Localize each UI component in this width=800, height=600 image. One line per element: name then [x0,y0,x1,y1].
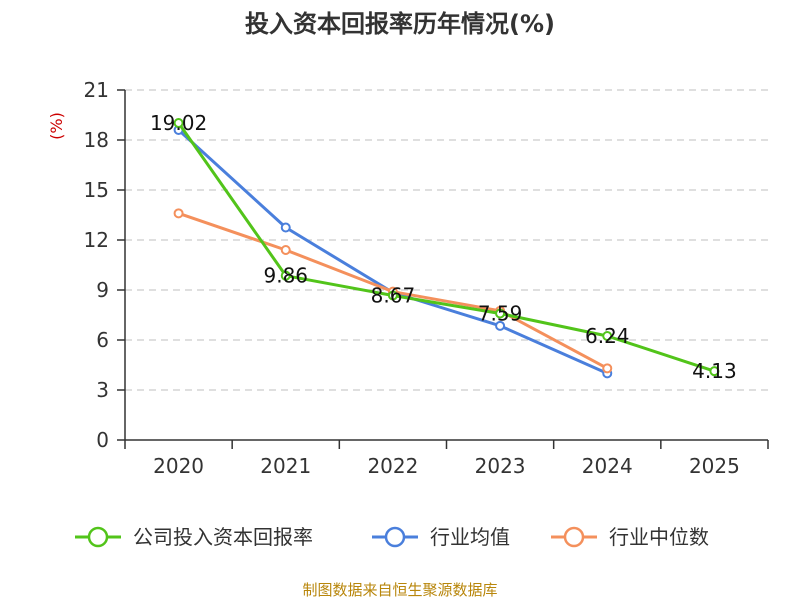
x-tick-label: 2020 [153,454,204,478]
y-tick-label: 3 [96,378,109,402]
legend-marker [563,526,585,548]
legend-label: 行业中位数 [609,525,709,549]
series-line-1 [177,128,608,375]
grid [125,89,768,391]
data-point[interactable] [280,222,291,233]
legend-marker [384,526,406,548]
data-point[interactable] [173,118,184,128]
data-label: 4.13 [692,359,737,383]
x-tick-label: 2024 [582,454,633,478]
legend-marker [87,526,109,548]
data-labels: 19.02 9.86 8.67 7.59 6.24 4.13 [150,111,737,383]
series-line-0 [177,122,715,373]
data-label: 19.02 [150,111,207,135]
y-tick-label: 18 [84,128,109,152]
data-point[interactable] [602,363,613,374]
source-note: 制图数据来自恒生聚源数据库 [302,581,497,599]
data-label: 9.86 [263,264,308,288]
chart-title: 投入资本回报率历年情况(%) [245,10,555,38]
legend-label: 行业均值 [430,525,510,549]
x-tick-label: 2025 [689,454,740,478]
y-tick-label: 12 [84,228,109,252]
data-label: 7.59 [478,302,523,326]
axes: 0 3 6 9 12 15 18 21 2020 2021 2022 2023 2024 2025 [84,78,769,478]
series [173,118,720,379]
data-point[interactable] [280,270,291,281]
legend: 公司投入资本回报率 行业均值 行业中位数 [75,525,709,549]
y-tick-label: 9 [96,278,109,302]
x-tick-label: 2022 [367,454,418,478]
y-axis-unit: (%) [47,112,66,140]
data-label: 8.67 [371,284,416,308]
data-point[interactable] [387,290,398,301]
data-point[interactable] [495,308,506,319]
legend-item-1[interactable]: 行业均值 [372,525,510,549]
legend-label: 公司投入资本回报率 [133,525,313,549]
y-tick-label: 0 [96,428,109,452]
data-point[interactable] [495,320,506,331]
y-tick-label: 6 [96,328,109,352]
data-label: 6.24 [585,324,630,348]
data-point[interactable] [173,208,184,219]
y-tick-label: 15 [84,178,109,202]
data-point[interactable] [602,331,613,341]
data-point[interactable] [709,366,720,377]
y-tick-label: 21 [84,78,109,102]
data-point[interactable] [280,245,291,255]
x-tick-label: 2021 [260,454,311,478]
legend-item-2[interactable]: 行业中位数 [551,525,709,549]
x-tick-label: 2023 [475,454,526,478]
legend-item-0[interactable]: 公司投入资本回报率 [75,525,313,549]
